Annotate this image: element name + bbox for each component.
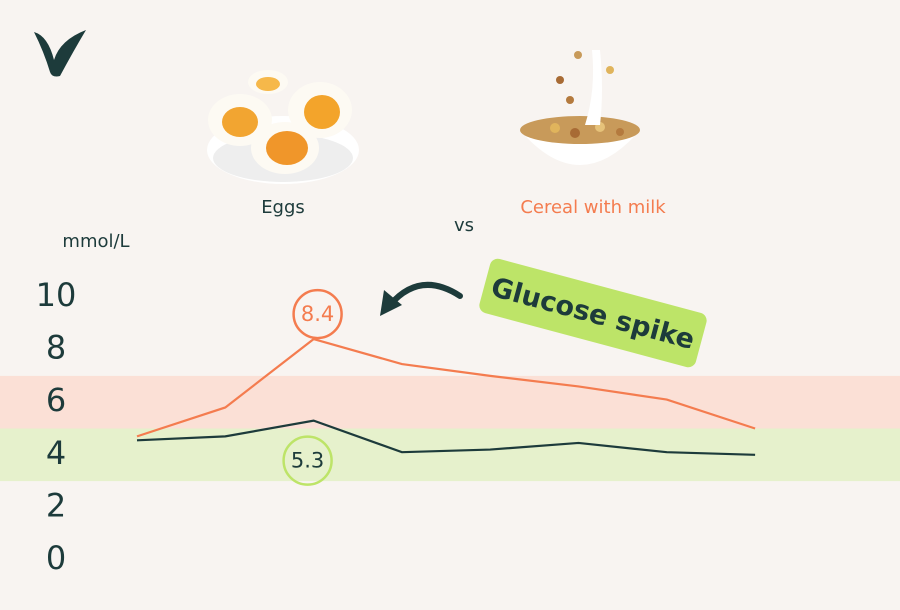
value-label-ring [292, 288, 343, 340]
eggs-picture [207, 70, 359, 184]
vs-text: vs [454, 215, 474, 236]
range-band [0, 375, 900, 429]
series-line [136, 337, 756, 438]
y-tick-label: 10 [36, 276, 77, 314]
y-tick-label: 6 [46, 381, 66, 419]
logo [34, 30, 86, 77]
callout-box [479, 258, 707, 368]
range-band [0, 428, 900, 482]
y-tick-label: 8 [46, 329, 66, 367]
value-label: 5.3 [291, 449, 324, 473]
y-tick-label: 2 [46, 486, 66, 524]
cereal-picture [520, 50, 640, 165]
value-label: 8.4 [301, 302, 334, 326]
legend-eggs: Eggs [261, 197, 305, 218]
y-tick-label: 4 [46, 434, 66, 472]
arrow-head [380, 290, 402, 316]
plot: 0 2 4 6 8 10 8.4 5.3 [36, 276, 756, 577]
arrow [387, 281, 463, 308]
value-label-ring [282, 435, 333, 486]
y-tick-label: 0 [46, 539, 66, 577]
bands [0, 375, 900, 482]
series-line [136, 419, 756, 456]
y-axis-label: mmol/L [62, 231, 129, 252]
legend-cereal: Cereal with milk [520, 197, 666, 218]
